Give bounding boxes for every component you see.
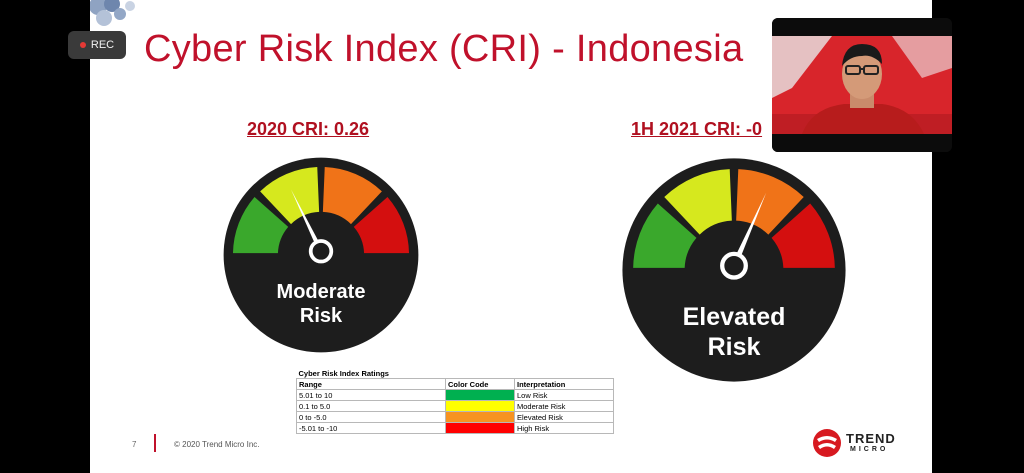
logo-word-trend: TREND	[846, 431, 896, 446]
table-row: -5.01 to -10 High Risk	[296, 422, 614, 434]
gauge-2020-label-line2: Risk	[299, 305, 343, 327]
color-swatch	[445, 411, 515, 423]
recording-label: REC	[90, 39, 115, 51]
gauge-1h2021-title: 1H 2021 CRI: -0	[631, 119, 763, 139]
color-swatch	[445, 389, 515, 401]
interpretation-cell: Low Risk	[514, 389, 614, 401]
range-cell: 0.1 to 5.0	[296, 400, 446, 412]
table-row: 0 to -5.0 Elevated Risk	[296, 411, 614, 423]
gauge-segment-high	[771, 203, 835, 268]
column-header-interpretation: Interpretation	[514, 378, 614, 390]
table-caption: Cyber Risk Index Ratings	[296, 368, 614, 379]
interpretation-cell: Moderate Risk	[514, 400, 614, 412]
range-cell: -5.01 to -10	[296, 422, 446, 434]
decorative-corner-graphic	[90, 0, 135, 26]
range-cell: 0 to -5.0	[296, 411, 446, 423]
slide-page-number: 7	[132, 440, 137, 449]
logo-word-micro: MICRO	[850, 446, 889, 453]
gauge-segment-high	[353, 196, 410, 254]
table-row: 0.1 to 5.0 Moderate Risk	[296, 400, 614, 412]
webcam-video-tile[interactable]	[772, 18, 952, 152]
recording-dot-icon	[79, 42, 86, 48]
table-row: 5.01 to 10 Low Risk	[296, 389, 614, 401]
column-header-range: Range	[296, 378, 446, 390]
interpretation-cell: Elevated Risk	[514, 411, 614, 423]
gauge-segment-elevated	[322, 166, 382, 225]
range-cell: 5.01 to 10	[296, 389, 446, 401]
gauge-2020-label: Moderate Risk	[218, 280, 424, 328]
gauge-2020: Moderate Risk	[218, 150, 424, 360]
gauge-1h2021-dial	[622, 158, 846, 382]
column-header-color-code: Color Code	[445, 378, 515, 390]
gauge-segment-moderate	[260, 166, 320, 225]
gauge-2020-dial	[223, 157, 419, 353]
gauge-1h2021-label-line2: Risk	[707, 333, 761, 361]
trend-micro-logo: TREND MICRO	[812, 428, 912, 458]
recording-indicator[interactable]: REC	[68, 31, 126, 59]
webcam-participant-video	[772, 18, 952, 152]
gauge-needle	[291, 189, 324, 252]
interpretation-cell: High Risk	[514, 422, 614, 434]
gauge-1h2021-label: Elevated Risk	[616, 302, 852, 362]
color-swatch	[445, 422, 515, 434]
gauge-2020-label-line1: Moderate	[276, 281, 366, 303]
color-swatch	[445, 400, 515, 412]
footer-copyright: © 2020 Trend Micro Inc.	[174, 440, 260, 449]
gauge-segment-elevated	[736, 169, 804, 235]
gauge-1h2021: Elevated Risk	[616, 150, 852, 390]
footer-divider	[154, 434, 156, 452]
gauge-segment-low	[633, 203, 697, 268]
table-header-row: Range Color Code Interpretation	[296, 378, 614, 390]
gauge-2020-title: 2020 CRI: 0.26	[247, 119, 370, 139]
table-caption-row: Cyber Risk Index Ratings	[296, 368, 614, 379]
gauge-segment-low	[232, 196, 289, 254]
cri-ratings-table: Cyber Risk Index Ratings Range Color Cod…	[296, 368, 614, 434]
gauge-1h2021-label-line1: Elevated	[682, 303, 786, 331]
gauge-segment-moderate	[664, 169, 732, 235]
slide-title: Cyber Risk Index (CRI) - Indonesia	[144, 28, 744, 70]
trend-micro-ball-icon	[813, 429, 841, 457]
